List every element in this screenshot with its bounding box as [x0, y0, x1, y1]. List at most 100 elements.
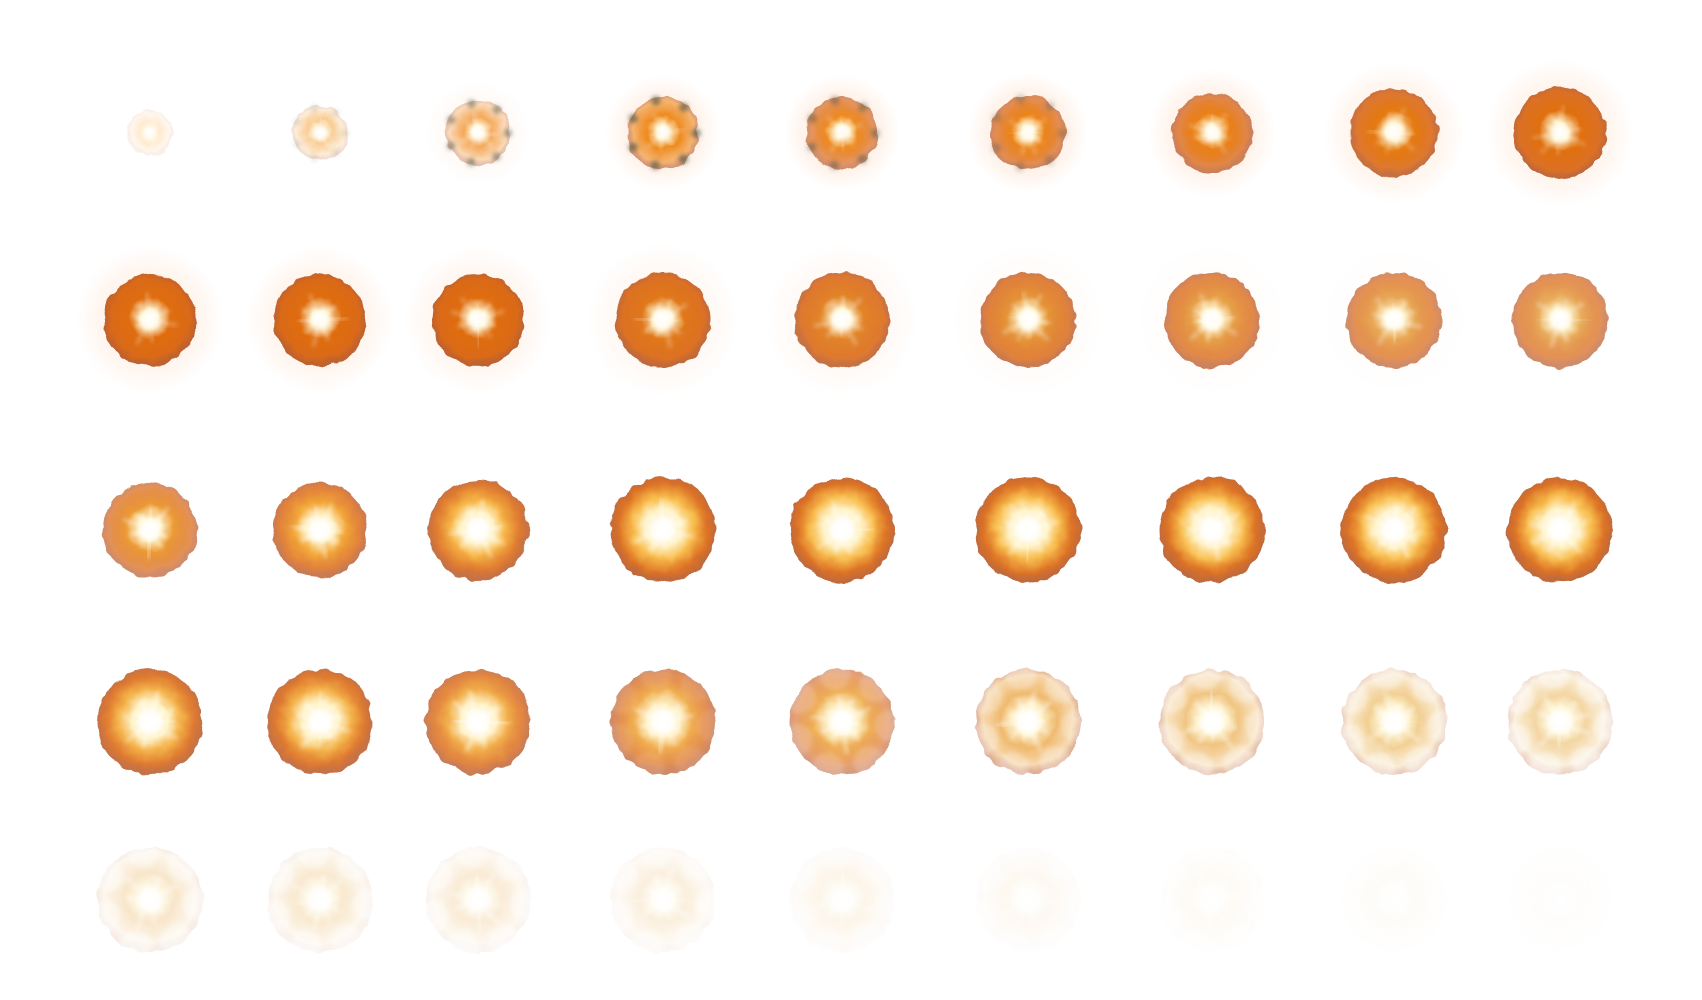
hot-core [308, 710, 332, 734]
smoke-puff [1015, 161, 1025, 172]
smoke-puff [695, 709, 727, 742]
smoke-puff [332, 149, 340, 157]
hot-core [1548, 710, 1572, 734]
smoke-puff [167, 849, 200, 881]
smoke-puff [1372, 836, 1404, 868]
smoke-puff [1404, 925, 1436, 957]
hot-core [470, 125, 486, 141]
smoke-puff [1537, 658, 1569, 690]
smoke-puff [1499, 900, 1531, 932]
explosion-frame [428, 480, 528, 580]
hot-core [138, 888, 162, 912]
smoke-puff [680, 849, 713, 881]
smoke-puff [447, 930, 479, 962]
explosion-frame [610, 477, 716, 583]
explosion-frame [246, 246, 394, 394]
smoke-puff [1223, 746, 1255, 778]
smoke-puff [503, 128, 513, 138]
smoke-puff [859, 849, 892, 882]
explosion-frame [89, 836, 214, 962]
smoke-puff [293, 140, 301, 148]
smoke-puff [297, 836, 330, 868]
smoke-puff [1151, 723, 1183, 756]
smoke-puff [1044, 101, 1055, 112]
explosion-frame [404, 246, 552, 394]
smoke-puff [781, 723, 813, 756]
smoke-puff [780, 900, 813, 933]
hot-core [830, 518, 854, 542]
smoke-puff [492, 105, 501, 114]
smoke-puff [967, 901, 999, 933]
smoke-puff [602, 724, 634, 756]
smoke-puff [1412, 850, 1444, 882]
smoke-puff [819, 658, 851, 690]
smoke-puff [455, 836, 488, 868]
smoke-puff [310, 154, 318, 162]
smoke-puff [673, 924, 706, 957]
smoke-puff [633, 752, 665, 784]
hot-core [1549, 122, 1571, 144]
hot-core [651, 518, 675, 542]
hot-core [655, 125, 671, 141]
smoke-puff [859, 670, 891, 703]
hot-core [651, 710, 675, 734]
smoke-puff [495, 849, 528, 881]
hot-core [1201, 309, 1223, 331]
smoke-puff [1333, 901, 1365, 933]
smoke-puff [628, 142, 638, 152]
explosion-frame [587, 244, 739, 396]
hot-core [308, 888, 332, 912]
smoke-puff [446, 141, 456, 150]
smoke-puff [1411, 671, 1443, 703]
hot-core [145, 128, 155, 138]
smoke-puff [1426, 889, 1458, 921]
smoke-puff [997, 752, 1030, 784]
smoke-puff [1189, 658, 1221, 690]
smoke-puff [1337, 859, 1369, 891]
smoke-puff [601, 901, 634, 933]
smoke-puff [1577, 671, 1609, 703]
hot-core [1548, 888, 1571, 911]
explosion-frame [417, 836, 542, 962]
hot-core [466, 710, 490, 734]
smoke-puff [991, 142, 1002, 153]
hot-core [1200, 518, 1224, 542]
smoke-puff [1015, 94, 1026, 105]
smoke-puff [1336, 681, 1369, 714]
smoke-puff [467, 157, 476, 167]
smoke-puff [1363, 752, 1396, 784]
smoke-puff [1006, 836, 1038, 868]
smoke-puff [332, 109, 340, 117]
hot-core [651, 888, 675, 912]
explosion-frame [967, 658, 1092, 784]
smoke-puff [784, 859, 817, 891]
explosion-frame [781, 658, 906, 784]
smoke-puff [650, 160, 661, 170]
hot-core [1203, 124, 1221, 142]
smoke-puff [1060, 709, 1092, 742]
explosion-frame [784, 75, 900, 191]
smoke-puff [1060, 889, 1092, 921]
hot-core [466, 888, 490, 912]
smoke-puff [467, 99, 476, 109]
smoke-puff [1229, 670, 1261, 703]
smoke-puff [679, 102, 689, 113]
explosion-frame [1148, 69, 1276, 197]
smoke-puff [289, 930, 321, 962]
smoke-puff [852, 924, 885, 957]
smoke-puff [446, 115, 456, 125]
smoke-puff [1503, 859, 1535, 891]
smoke-puff [510, 888, 542, 921]
smoke-puff [352, 888, 384, 921]
hot-core [313, 126, 327, 140]
hot-core [1019, 124, 1037, 142]
explosion-frame [1323, 62, 1465, 204]
hot-core [1549, 309, 1571, 331]
smoke-puff [1044, 155, 1055, 166]
smoke-puff [691, 128, 701, 138]
explosion-frame [975, 477, 1081, 583]
smoke-puff [639, 658, 672, 691]
hot-core [467, 309, 489, 331]
smoke-puff [970, 682, 1002, 714]
